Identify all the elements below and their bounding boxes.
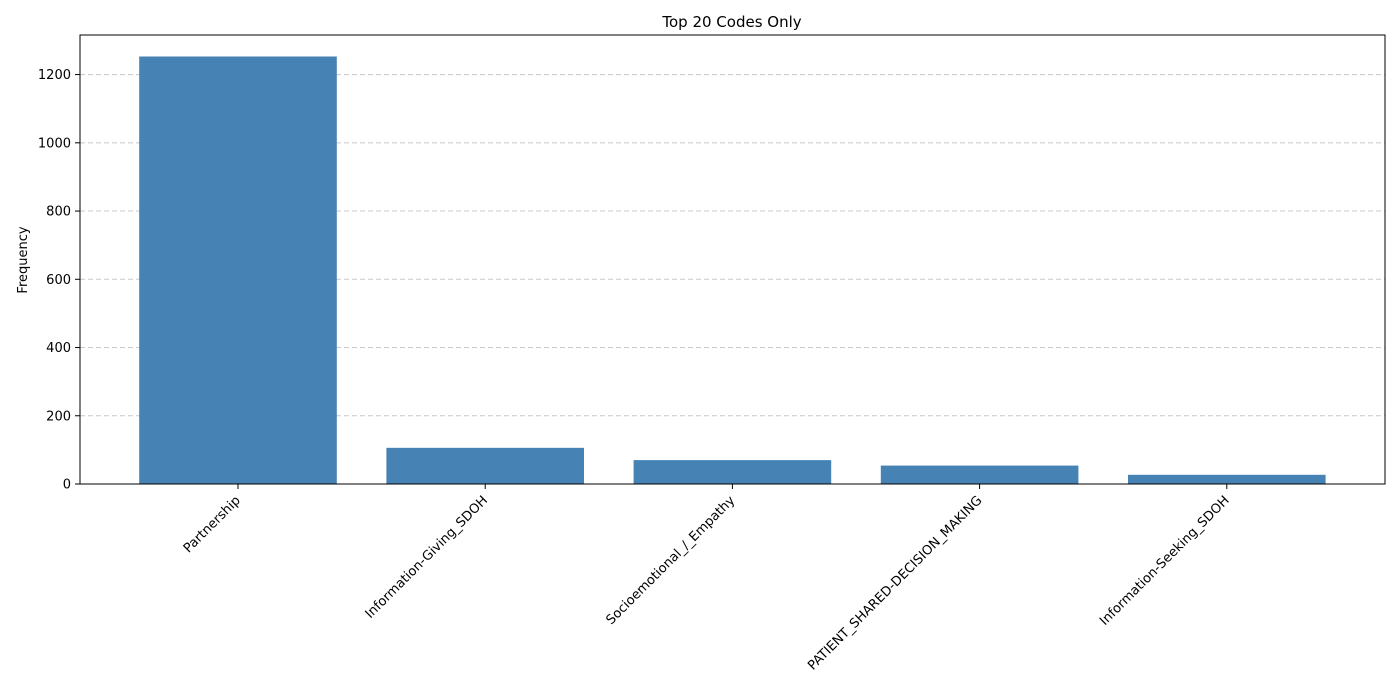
bar	[1128, 474, 1326, 484]
bar	[633, 460, 832, 484]
bar	[386, 447, 584, 484]
y-axis: 0 200 400 600 800 1000 1200	[38, 68, 80, 493]
y-tick-label: 600	[46, 273, 71, 288]
bar	[139, 56, 337, 484]
x-tick-label: PATIENT_SHARED-DECISION_MAKING	[805, 493, 985, 673]
y-axis-title: Frequency	[16, 226, 31, 293]
x-tick-label: Socioemotional_/_Empathy	[604, 493, 739, 628]
chart-title: Top 20 Codes Only	[661, 13, 801, 31]
bars	[139, 56, 1326, 484]
bar	[880, 465, 1079, 484]
x-tick-label: Information-Giving_SDOH	[363, 493, 491, 621]
x-tick-label: Partnership	[181, 493, 244, 556]
y-tick-label: 1200	[38, 68, 71, 83]
y-tick-label: 400	[46, 341, 71, 356]
x-axis: Partnership Information-Giving_SDOH Socioe…	[181, 484, 1233, 673]
y-tick-label: 200	[46, 409, 71, 424]
y-tick-label: 1000	[38, 136, 71, 151]
x-tick-label: Information-Seeking_SDOH	[1097, 493, 1232, 628]
y-tick-label: 800	[46, 205, 71, 220]
y-tick-label: 0	[63, 478, 71, 493]
